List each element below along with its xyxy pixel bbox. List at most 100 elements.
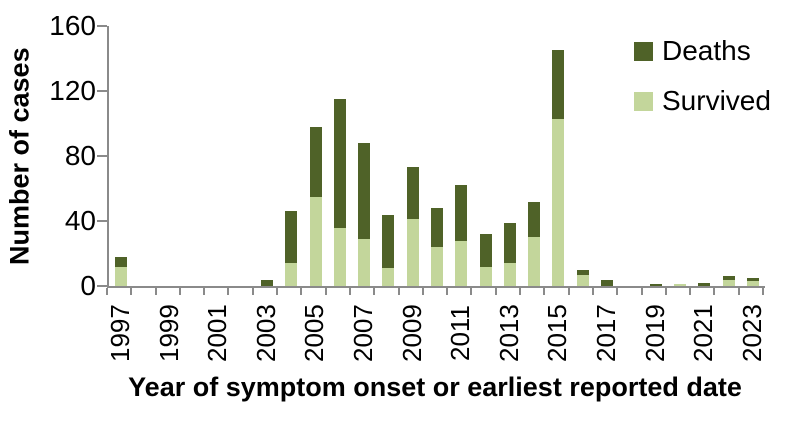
bar-slot-2007 [352,26,376,286]
x-tick-mark-10 [348,288,351,295]
x-tick-label-2019: 2019 [639,304,670,362]
bar-segment-survived-2012 [479,266,492,286]
stacked-bar-2010 [431,208,443,286]
x-tick-mark-17 [519,288,522,295]
bar-slot-1999 [158,26,182,286]
x-tick-label-2015: 2015 [542,304,573,362]
x-tick-mark-25 [713,288,716,295]
bar-slot-2000 [182,26,206,286]
bar-segment-deaths-2004 [285,211,298,264]
bar-segment-survived-2010 [431,247,443,286]
x-axis-title: Year of symptom onset or earliest report… [128,372,742,402]
y-tick-mark-40 [97,220,107,222]
bar-slot-2023 [741,26,765,286]
bar-segment-deaths-2015 [552,50,565,119]
stacked-bar-2015 [552,50,565,286]
stacked-bar-2006 [333,99,346,286]
bar-slot-2012 [473,26,497,286]
stacked-bar-2008 [382,214,395,286]
bar-slot-2021 [692,26,716,286]
bar-segment-deaths-2006 [333,99,346,228]
legend-item-survived: Survived [634,86,771,116]
bar-slot-2013 [498,26,522,286]
bar-segment-deaths-2021 [698,282,711,286]
x-axis-tick-labels: 1997 1999 2001 2003 2005 2007 2009 2011 2013 2015… [105,298,767,368]
bar-slot-2015 [546,26,570,286]
y-tick-label-120: 120 [49,75,96,106]
bar-segment-survived-2006 [333,227,346,286]
y-tick-mark-0 [97,285,107,287]
x-tick-mark-21 [616,288,619,295]
x-tick-mark-7 [276,288,279,295]
stacked-bar-2022 [722,276,735,286]
bar-segment-deaths-1997 [115,256,128,267]
bar-slot-2019 [644,26,668,286]
stacked-bar-1997 [115,256,128,286]
legend-swatch-survived [634,91,653,111]
bar-segment-survived-2014 [528,237,541,286]
bar-segment-deaths-2010 [431,208,443,247]
x-tick-mark-19 [567,288,570,295]
x-tick-mark-1 [130,288,133,295]
bar-segment-survived-2004 [285,263,298,286]
x-tick-label-1999: 1999 [153,304,184,362]
bar-segment-deaths-2009 [406,167,419,220]
bar-segment-deaths-2013 [503,222,516,264]
bar-slot-2017 [595,26,619,286]
legend: Deaths Survived [634,36,771,116]
bar-slot-2016 [571,26,595,286]
y-tick-mark-160 [97,25,107,27]
bar-segment-survived-2013 [503,263,516,286]
bar-slot-2011 [449,26,473,286]
bar-segment-survived-1997 [115,266,128,286]
bar-segment-deaths-2022 [722,276,735,280]
bar-slot-1998 [133,26,157,286]
stacked-bar-2007 [358,143,371,286]
bar-slot-2014 [522,26,546,286]
bar-slot-2002 [230,26,254,286]
legend-swatch-deaths [634,41,653,61]
stacked-bar-2003 [260,279,273,286]
x-tick-label-2003: 2003 [250,304,281,362]
x-tick-mark-20 [591,288,594,295]
x-tick-mark-22 [640,288,643,295]
x-tick-label-2007: 2007 [347,304,378,362]
bar-segment-survived-2015 [552,118,565,286]
bar-slot-2022 [716,26,740,286]
bar-slot-2006 [328,26,352,286]
y-axis-tick-marks [97,25,107,288]
x-tick-mark-14 [446,288,449,295]
bar-segment-deaths-2005 [309,126,322,197]
stacked-bar-2019 [649,284,662,286]
bar-segment-survived-2023 [746,281,759,286]
stacked-bar-2004 [285,211,298,286]
stacked-bar-2020 [673,284,686,286]
stacked-bar-2021 [698,282,711,286]
bar-segment-survived-2011 [455,240,468,286]
bar-slot-1997 [109,26,133,286]
x-tick-mark-0 [106,288,108,295]
x-tick-label-2023: 2023 [736,304,767,362]
bar-segment-deaths-2017 [601,279,614,286]
x-tick-label-2013: 2013 [493,304,524,362]
y-tick-label-40: 40 [64,205,96,236]
x-tick-label-1997: 1997 [105,304,135,362]
x-tick-mark-9 [324,288,327,295]
stacked-bar-2012 [479,234,492,286]
bar-segment-survived-2016 [576,274,589,286]
x-tick-mark-3 [178,288,181,295]
x-tick-mark-23 [664,288,667,295]
bar-segment-deaths-2012 [479,234,492,267]
x-tick-mark-12 [397,288,400,295]
x-tick-label-2021: 2021 [688,304,719,362]
stacked-bar-2011 [455,185,468,286]
y-axis-tick-labels: 0 40 80 120 160 [0,11,96,301]
bar-segment-deaths-2011 [455,185,468,241]
bar-slot-2010 [425,26,449,286]
y-tick-label-160: 160 [49,10,96,41]
x-tick-label-2001: 2001 [202,304,233,362]
bar-slot-2003 [255,26,279,286]
bar-segment-survived-2020 [673,284,686,286]
x-tick-label-2009: 2009 [396,304,427,362]
